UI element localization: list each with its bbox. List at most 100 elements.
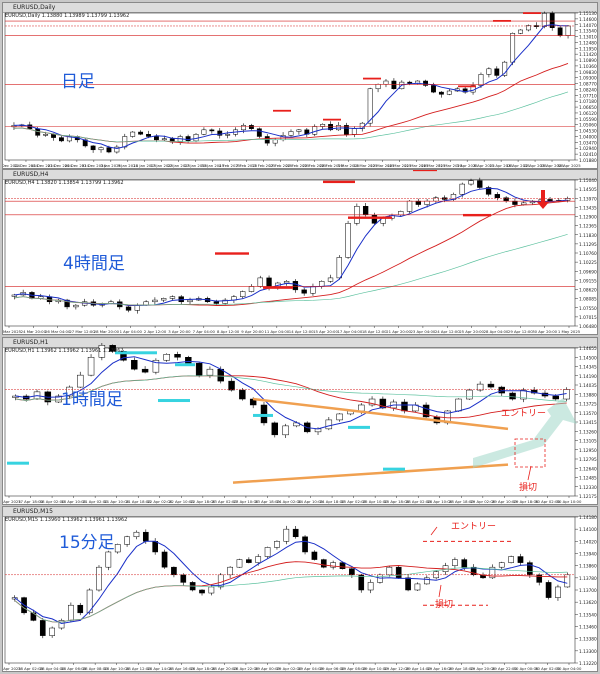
price-tick-label: 1.12365: [579, 224, 597, 230]
time-tick-label: 28 Apr 10:00: [427, 499, 452, 504]
candle: [527, 562, 533, 576]
time-tick-label: 11 Apr 2025: [489, 163, 513, 168]
candle: [302, 536, 308, 553]
daily-chart-window[interactable]: EURUSD,Daily 1.15130 1.14600 1.14070 1.1354…: [2, 2, 598, 169]
time-tick-label: 10 Mar 2025: [353, 163, 378, 168]
time-tick-label: 29 Apr 06:00: [320, 666, 345, 671]
candle: [466, 389, 473, 400]
candle: [77, 604, 84, 614]
candle: [336, 257, 342, 279]
price-tick-label: 1.13105: [579, 439, 597, 445]
h4-chart-canvas[interactable]: 1.15040 1.14505 1.13970 1.13435 1.12900 1.123…: [3, 170, 598, 335]
candle: [455, 398, 462, 412]
price-tick-label: 1.06120: [579, 111, 597, 117]
time-tick-label: 26 Dec 2024: [65, 163, 90, 168]
window-title: EURUSD,Daily: [3, 3, 597, 13]
cyan-marker: [175, 363, 195, 367]
candle: [248, 125, 254, 129]
price-tick-label: 1.13725: [579, 402, 597, 408]
time-tick-label: 17 Apr 2025: [3, 499, 21, 504]
candle: [301, 289, 307, 294]
candle: [39, 620, 46, 636]
candle: [328, 124, 334, 131]
m15-chart-window[interactable]: EURUSD,M15 1.14180 1.14100 1.14020 1.13940 1…: [2, 506, 598, 672]
daily-chart-canvas[interactable]: 1.151301.146001.140701.135401.130101.124…: [3, 3, 598, 169]
plot-area: [4, 347, 576, 497]
time-tick-label: 27 Mar 12:00: [69, 329, 95, 334]
price-tick-label: 1.13435: [579, 205, 597, 211]
h4-chart-window[interactable]: EURUSD,H4 1.15040 1.14505 1.13970 1.13435 1.…: [2, 169, 598, 335]
time-tick-label: 17 Feb 2025: [269, 163, 293, 168]
candle: [339, 562, 346, 569]
candle: [478, 74, 484, 86]
candle: [240, 291, 246, 297]
time-tick-label: 30 Apr 20:00: [532, 329, 557, 334]
time-tick-label: 7 Feb 2025: [236, 163, 258, 168]
candle: [512, 200, 518, 205]
price-tick-label: 1.13970: [579, 196, 597, 202]
candle: [180, 574, 187, 583]
time-tick-label: 22 Apr 2025: [523, 163, 547, 168]
candle: [526, 25, 531, 31]
time-tick-label: 29 Apr 10:00: [492, 499, 517, 504]
time-tick-label: 30 Apr 10:00: [557, 499, 582, 504]
price-tick-label: 1.13300: [579, 649, 597, 655]
time-tick-label: 5 Mar 2025: [338, 163, 360, 168]
price-info: EURUSD,Daily 1.13880 1.13989 1.13799 1.1…: [5, 13, 130, 19]
candle: [222, 299, 228, 304]
timeframe-label: 1時間足: [61, 390, 123, 410]
ma-long-line: [14, 567, 568, 623]
candle: [407, 81, 413, 84]
candle: [77, 374, 84, 388]
time-tick-label: 11 Apr 04:00: [264, 329, 289, 334]
time-tick-label: 13 Mar 2025: [370, 163, 395, 168]
candle: [398, 211, 404, 216]
candle: [227, 566, 233, 576]
time-tick-label: 18 Dec 2024: [31, 163, 56, 168]
price-tick-label: 1.09830: [579, 70, 597, 76]
candle: [367, 582, 374, 591]
time-tick-label: 18 Apr 12:00: [362, 329, 387, 334]
time-tick-label: 28 Apr 18:00: [190, 666, 215, 671]
time-tick-label: 23 Apr 18:00: [255, 499, 280, 504]
candle: [152, 359, 160, 373]
candle: [43, 134, 49, 136]
price-tick-label: 1.13940: [579, 552, 597, 558]
m15-chart-canvas[interactable]: 1.14180 1.14100 1.14020 1.13940 1.13860 1.137…: [3, 507, 598, 672]
trendline-upper: [252, 397, 509, 431]
time-tick-label: 21 Mar 2025: [404, 163, 429, 168]
candle: [272, 139, 278, 144]
price-tick-label: 1.07710: [579, 93, 597, 99]
price-tick-label: 1.13260: [579, 429, 597, 435]
candle: [217, 574, 224, 588]
candle: [255, 556, 262, 563]
h1-chart-canvas[interactable]: 1.14655 1.14500 1.14345 1.14190 1.14035 1.138…: [3, 338, 598, 505]
price-tick-label: 1.13380: [579, 637, 597, 643]
candle: [154, 136, 159, 141]
time-tick-label: 20 Feb 2025: [286, 163, 310, 168]
price-tick-label: 1.12175: [579, 494, 597, 500]
ma-long-line: [14, 233, 568, 306]
candle: [208, 586, 215, 594]
timeframe-label: 15分足: [59, 533, 115, 553]
time-tick-label: 29 Apr 14:00: [406, 666, 431, 671]
candle: [217, 130, 223, 136]
candle: [446, 90, 452, 95]
candle: [283, 528, 290, 542]
h1-chart-window[interactable]: EURUSD,H1 1.14655 1.14500 1.14345 1.14190 1.…: [2, 337, 598, 505]
candle: [11, 294, 18, 297]
price-tick-label: 1.03470: [579, 140, 597, 146]
time-tick-label: 23 Apr 02:00: [212, 499, 237, 504]
candle: [141, 368, 149, 373]
time-tick-label: 28 Mar 20:00: [94, 329, 120, 334]
candle: [109, 345, 116, 352]
price-tick-label: 1.10760: [579, 251, 597, 257]
price-tick-label: 1.04530: [579, 129, 597, 135]
price-tick-label: 1.05590: [579, 117, 597, 123]
candle: [405, 577, 411, 591]
candle: [209, 129, 215, 132]
candle: [489, 566, 496, 579]
red-marker: [413, 170, 437, 172]
time-tick-label: 28 Apr 04:00: [484, 329, 509, 334]
time-tick-label: 29 Apr 20:00: [470, 666, 495, 671]
